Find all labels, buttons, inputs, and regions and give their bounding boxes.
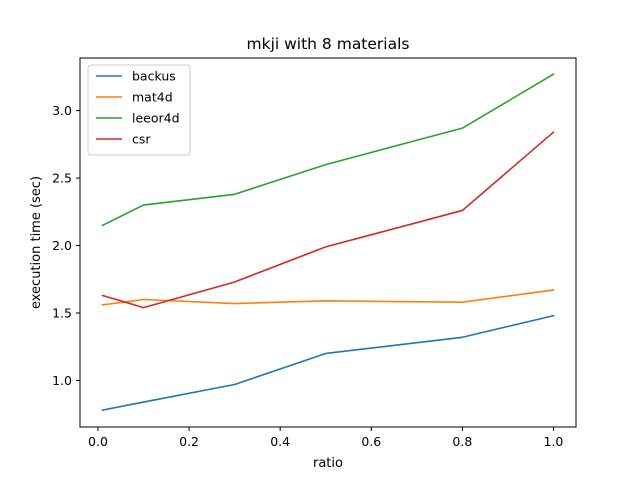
y-tick-label: 1.0 <box>52 373 72 388</box>
x-axis: 0.0 0.2 0.4 0.6 0.8 1.0 <box>88 427 563 449</box>
y-tick-label: 2.0 <box>52 238 72 253</box>
legend-label-leeor4d: leeor4d <box>132 111 180 126</box>
y-tick-label: 2.5 <box>52 171 72 186</box>
series-line-leeor4d <box>101 73 555 227</box>
legend-box <box>87 64 191 156</box>
x-tick-label: 0.2 <box>179 434 199 449</box>
x-axis-label: ratio <box>313 456 343 471</box>
x-tick-label: 1.0 <box>544 434 564 449</box>
x-tick-label: 0.4 <box>270 434 290 449</box>
y-tick-label: 3.0 <box>52 103 72 118</box>
chart-title: mkji with 8 materials <box>247 35 410 53</box>
plot-frame <box>79 57 577 428</box>
legend-label-backus: backus <box>132 69 176 84</box>
y-tick-label: 1.5 <box>52 305 72 320</box>
series-line-csr <box>101 131 555 309</box>
series-line-backus <box>101 314 555 412</box>
y-axis: 1.0 1.5 2.0 2.5 3.0 <box>52 103 80 388</box>
y-axis-label: execution time (sec) <box>29 176 44 309</box>
x-tick-label: 0.6 <box>361 434 381 449</box>
legend: backus mat4d leeor4d csr <box>87 64 191 156</box>
legend-label-csr: csr <box>132 132 151 147</box>
series-line-mat4d <box>101 289 555 306</box>
x-tick-label: 0.0 <box>88 434 108 449</box>
x-tick-label: 0.8 <box>452 434 472 449</box>
legend-label-mat4d: mat4d <box>132 90 173 105</box>
plot-area <box>101 73 555 412</box>
